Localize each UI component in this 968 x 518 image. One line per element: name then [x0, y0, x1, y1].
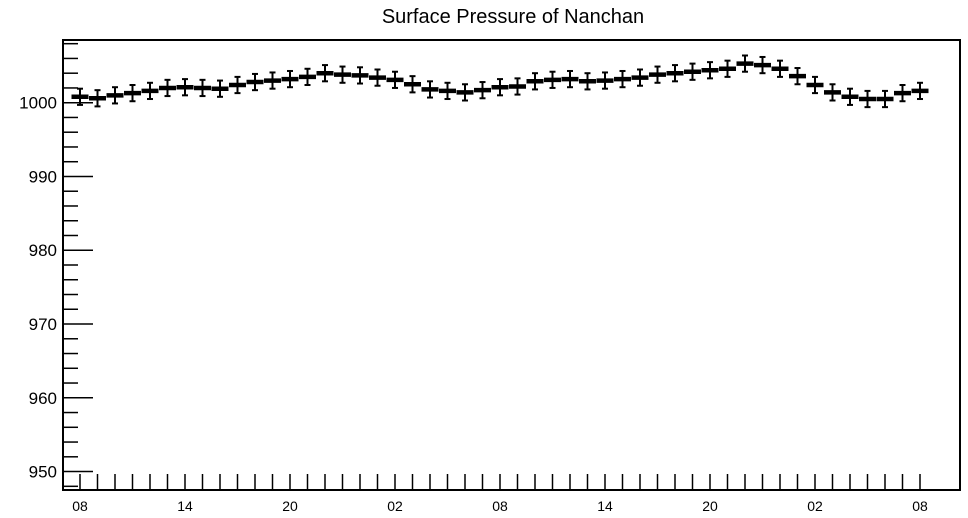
x-axis: 08 14 20 02 08 14 20 02 08: [72, 474, 928, 514]
data-point: [386, 70, 404, 89]
data-point: [369, 68, 386, 87]
x-tick-label: 08: [492, 498, 508, 514]
x-tick-label: 14: [177, 498, 193, 514]
data-point: [561, 69, 579, 89]
data-point: [124, 84, 141, 103]
data-point: [71, 87, 89, 106]
data-point: [754, 55, 771, 75]
data-point: [509, 77, 526, 96]
data-point: [229, 75, 246, 95]
data-point: [106, 86, 124, 105]
x-tick-label: 20: [282, 498, 298, 514]
y-tick-label: 1000: [19, 94, 57, 113]
data-point: [474, 81, 491, 100]
data-point: [176, 78, 194, 97]
data-point: [824, 83, 841, 102]
x-tick-label: 08: [72, 498, 88, 514]
y-tick-label: 990: [29, 167, 57, 186]
x-tick-label: 08: [912, 498, 928, 514]
data-point: [246, 72, 264, 92]
y-axis: 950 960 970 980 990 1000: [19, 42, 93, 488]
data-point: [159, 78, 176, 98]
data-point: [421, 80, 439, 99]
data-point: [351, 66, 369, 85]
x-tick-label: 14: [597, 498, 613, 514]
x-tick-label: 02: [387, 498, 403, 514]
y-tick-label: 950: [29, 463, 57, 482]
data-point: [666, 64, 684, 83]
data-point: [299, 67, 316, 86]
data-point: [596, 71, 614, 90]
data-point: [439, 81, 456, 101]
data-point: [631, 68, 649, 87]
data-point: [841, 87, 859, 106]
data-point: [859, 89, 876, 109]
data-point: [789, 67, 806, 86]
data-point: [316, 64, 334, 83]
data-point: [894, 84, 911, 103]
data-point: [264, 71, 281, 90]
chart-title: Surface Pressure of Nanchan: [382, 6, 644, 28]
data-point: [194, 78, 211, 98]
x-tick-label: 20: [702, 498, 718, 514]
data-point: [89, 89, 106, 108]
plot-frame: [62, 39, 961, 491]
data-point: [579, 72, 596, 91]
data-point: [404, 75, 421, 94]
data-point: [334, 65, 351, 84]
x-tick-label: 02: [807, 498, 823, 514]
data-point: [911, 81, 929, 101]
data-point: [876, 89, 894, 109]
data-point: [211, 79, 229, 98]
y-tick-label: 960: [29, 389, 57, 408]
data-point: [456, 83, 474, 102]
data-point: [649, 65, 666, 84]
data-point: [736, 54, 754, 73]
data-point: [281, 69, 299, 89]
data-point: [684, 62, 701, 81]
data-point: [701, 61, 719, 80]
data-point: [719, 59, 736, 78]
data-point: [526, 72, 544, 91]
data-point: [614, 69, 631, 89]
data-point: [544, 70, 561, 89]
data-point: [806, 75, 824, 95]
y-tick-label: 970: [29, 315, 57, 334]
data-point: [141, 81, 159, 101]
y-tick-label: 980: [29, 241, 57, 260]
data-point: [491, 78, 509, 97]
data-point: [771, 59, 789, 78]
pressure-series: [71, 54, 929, 109]
